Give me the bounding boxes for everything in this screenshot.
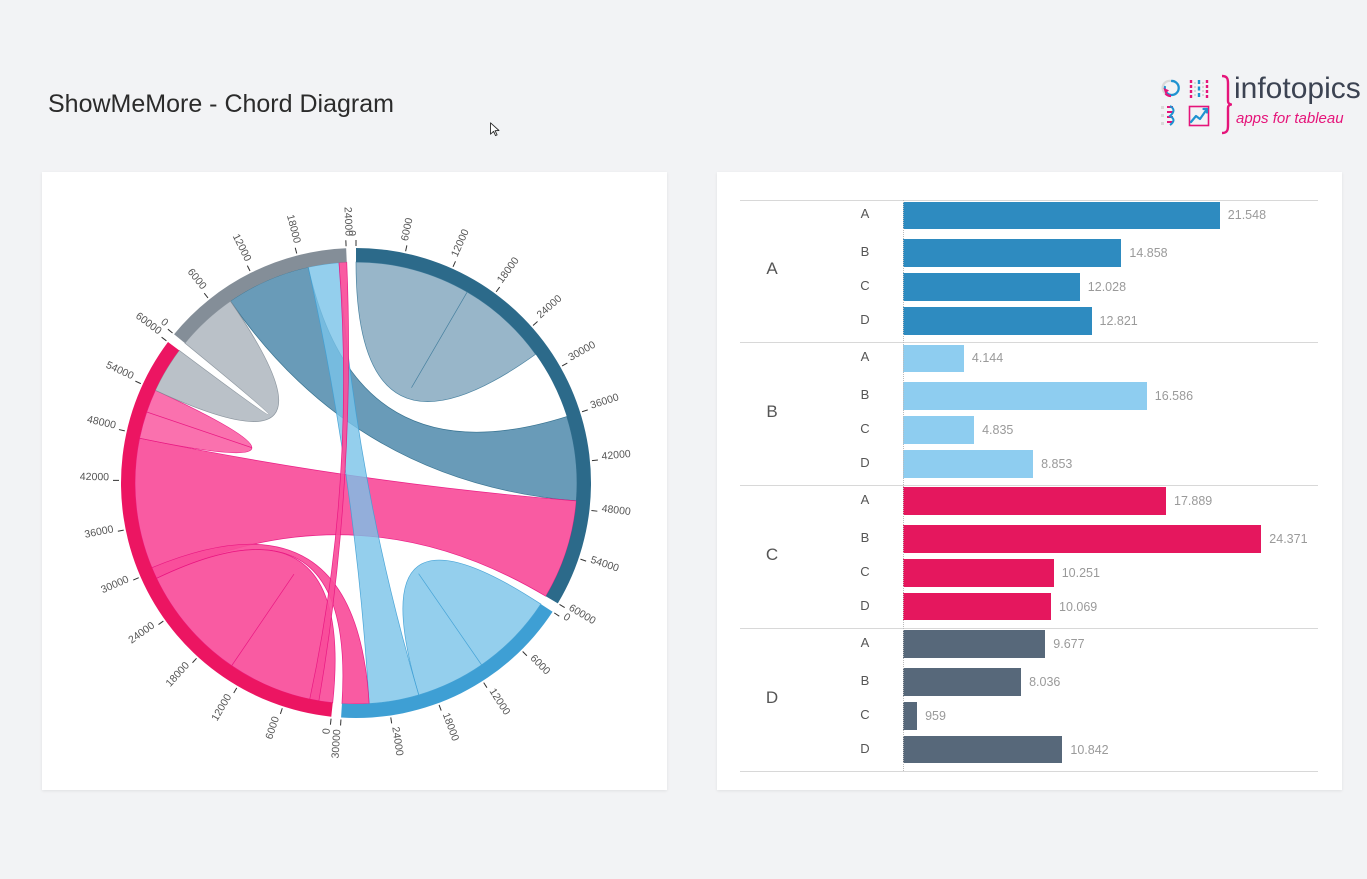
svg-text:36000: 36000: [84, 523, 115, 541]
svg-text:24000: 24000: [389, 726, 405, 757]
svg-text:0: 0: [561, 611, 573, 624]
svg-text:24000: 24000: [535, 293, 565, 321]
svg-text:12000: 12000: [487, 686, 513, 717]
svg-text:18000: 18000: [495, 255, 522, 286]
svg-text:18000: 18000: [163, 660, 192, 690]
svg-text:30000: 30000: [566, 339, 597, 364]
svg-text:0: 0: [320, 728, 333, 735]
svg-text:12000: 12000: [230, 232, 254, 264]
svg-text:24000: 24000: [126, 619, 157, 646]
svg-text:18000: 18000: [284, 213, 303, 244]
svg-text:30000: 30000: [99, 573, 131, 596]
svg-text:54000: 54000: [104, 359, 136, 382]
svg-text:6000: 6000: [528, 652, 553, 677]
svg-text:6000: 6000: [399, 217, 416, 243]
svg-text:24000: 24000: [341, 207, 354, 237]
svg-text:6000: 6000: [263, 715, 282, 741]
svg-text:48000: 48000: [601, 503, 632, 518]
svg-text:12000: 12000: [209, 692, 234, 723]
svg-text:6000: 6000: [185, 266, 209, 292]
svg-text:42000: 42000: [601, 448, 631, 463]
svg-text:18000: 18000: [440, 711, 462, 743]
svg-text:54000: 54000: [589, 554, 621, 575]
svg-text:42000: 42000: [80, 471, 109, 483]
svg-text:48000: 48000: [86, 413, 117, 431]
svg-text:12000: 12000: [449, 227, 472, 259]
svg-text:36000: 36000: [589, 391, 621, 411]
